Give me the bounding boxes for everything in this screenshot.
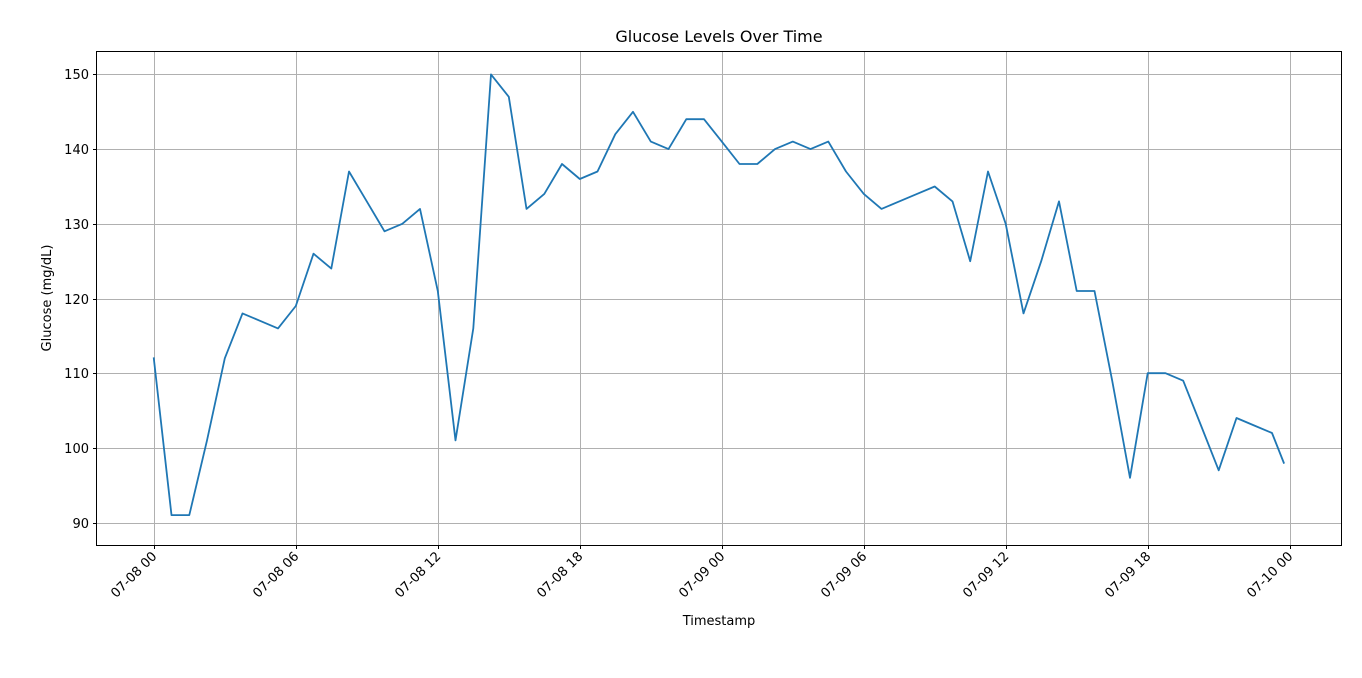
glucose-series-line xyxy=(152,73,1285,516)
chart-title: Glucose Levels Over Time xyxy=(615,27,822,46)
y-tick-label: 150 xyxy=(64,68,89,83)
y-tick-label: 100 xyxy=(64,442,89,457)
y-tick-label: 140 xyxy=(64,143,89,158)
y-tick-label: 120 xyxy=(64,293,89,308)
y-tick-label: 110 xyxy=(64,367,89,382)
y-tick-label: 130 xyxy=(64,218,89,233)
grid-layer xyxy=(97,52,1341,545)
y-axis-title: Glucose (mg/dL) xyxy=(40,245,55,352)
y-tick-label: 90 xyxy=(72,517,89,532)
x-axis-title: Timestamp xyxy=(682,614,756,629)
series-layer xyxy=(152,73,1285,516)
plot-frame xyxy=(96,51,1342,546)
